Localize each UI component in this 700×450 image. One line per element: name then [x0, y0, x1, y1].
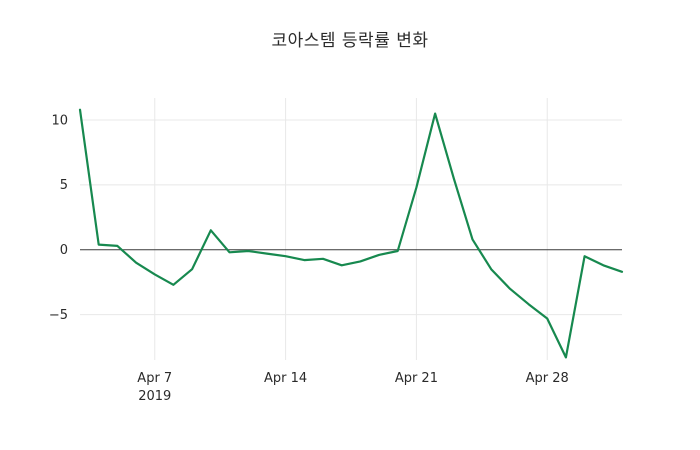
x-tick-label: Apr 7 [137, 371, 172, 386]
y-tick-label: 0 [60, 243, 68, 258]
x-tick-label: Apr 14 [264, 371, 307, 386]
y-tick-label: 10 [51, 113, 68, 128]
x-tick-sublabel: 2019 [138, 389, 171, 404]
y-tick-label: 5 [60, 178, 68, 193]
x-tick-label: Apr 28 [526, 371, 569, 386]
x-tick-label: Apr 21 [395, 371, 438, 386]
series-line [78, 108, 624, 359]
chart-title: 코아스템 등락률 변화 [271, 31, 429, 51]
y-tick-label: −5 [49, 308, 68, 323]
